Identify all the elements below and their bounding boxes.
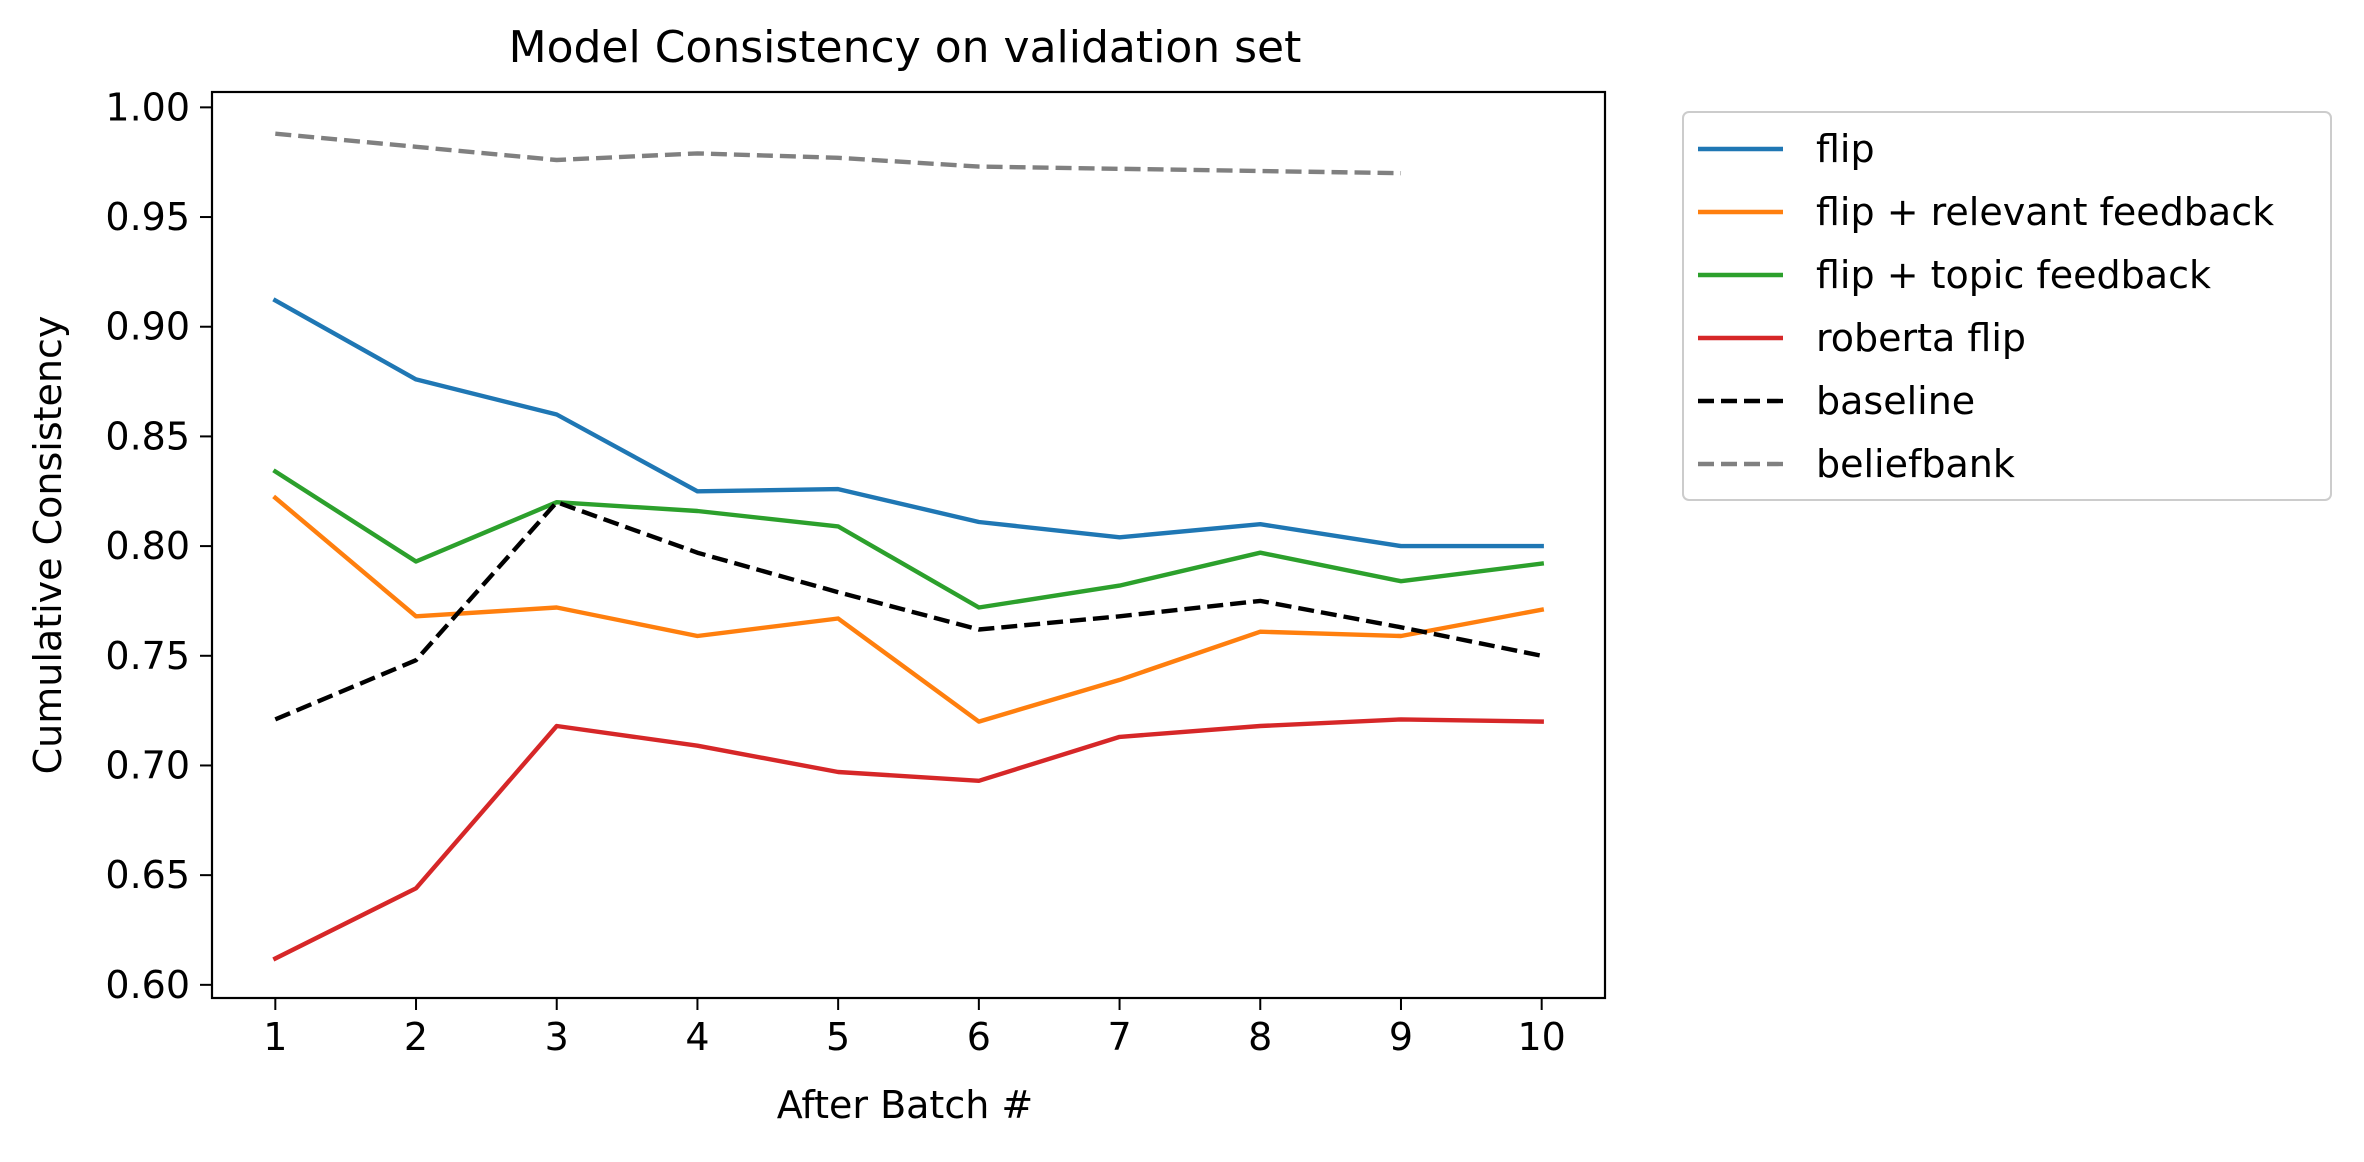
x-axis-label: After Batch # — [777, 1083, 1033, 1127]
series-line-flip-relevant-feedback — [272, 494, 1545, 724]
y-tick-label: 0.80 — [105, 524, 190, 568]
y-tick-label: 0.70 — [105, 743, 190, 787]
y-tick-label: 0.95 — [105, 195, 190, 239]
series-line-baseline — [274, 500, 1543, 722]
y-tick-label: 0.75 — [105, 634, 190, 678]
legend-label: roberta flip — [1816, 316, 2026, 360]
y-axis: 0.60 0.65 0.70 0.75 0.80 0.85 0.90 0.95 1.00 — [105, 85, 212, 1007]
x-tick-label: 2 — [404, 1015, 428, 1059]
x-tick-label: 9 — [1389, 1015, 1413, 1059]
x-axis: 1 2 3 4 5 6 7 8 9 10 — [263, 998, 1566, 1059]
y-tick-label: 0.85 — [105, 414, 190, 458]
x-tick-label: 8 — [1248, 1015, 1272, 1059]
x-tick-label: 6 — [967, 1015, 991, 1059]
x-tick-label: 7 — [1107, 1015, 1131, 1059]
legend-label: flip + topic feedback — [1816, 253, 2211, 297]
y-axis-label: Cumulative Consistency — [26, 316, 70, 775]
series-line-flip-topic-feedback — [272, 468, 1545, 610]
y-tick-label: 0.65 — [105, 853, 190, 897]
series-line-flip — [272, 297, 1544, 549]
plot-frame — [210, 90, 1607, 1000]
y-tick-label: 1.00 — [105, 85, 190, 129]
legend-frame — [1682, 111, 2332, 501]
series-line-beliefbank — [275, 131, 1402, 176]
legend: flip flip + relevant feedback flip + topic… — [1682, 111, 2332, 501]
x-tick-label: 4 — [685, 1015, 709, 1059]
x-tick-label: 3 — [545, 1015, 569, 1059]
x-tick-label: 5 — [826, 1015, 850, 1059]
legend-label: flip + relevant feedback — [1816, 190, 2274, 234]
legend-label: beliefbank — [1816, 442, 2015, 486]
y-tick-label: 0.90 — [105, 305, 190, 349]
x-tick-label: 10 — [1518, 1015, 1566, 1059]
legend-label: flip — [1816, 127, 1875, 171]
series-line-roberta-flip — [272, 717, 1544, 962]
legend-label: baseline — [1816, 379, 1975, 423]
plot-area — [272, 131, 1545, 962]
y-tick-label: 0.60 — [105, 963, 190, 1007]
x-tick-label: 1 — [263, 1015, 287, 1059]
chart-title: Model Consistency on validation set — [509, 22, 1302, 73]
